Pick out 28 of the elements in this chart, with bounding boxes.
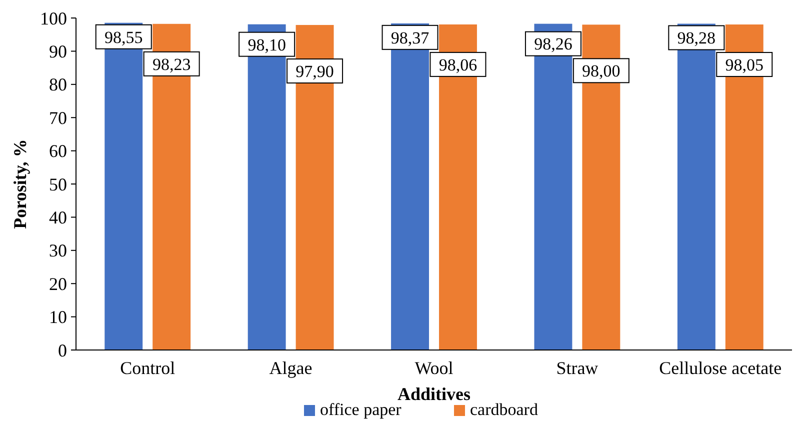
y-tick-label: 40 bbox=[49, 208, 67, 228]
data-label: 98,55 bbox=[104, 28, 143, 47]
data-label: 98,10 bbox=[248, 35, 286, 54]
data-label: 98,37 bbox=[390, 28, 430, 48]
data-label: 98,00 bbox=[582, 62, 620, 81]
y-tick-label: 30 bbox=[49, 240, 67, 261]
y-tick-label: 10 bbox=[49, 307, 67, 328]
x-tick-label: Wool bbox=[414, 358, 454, 378]
y-tick-label: 70 bbox=[49, 108, 67, 128]
y-tick-label: 60 bbox=[49, 141, 67, 162]
data-label: 97,90 bbox=[296, 62, 334, 81]
data-label: 98,06 bbox=[438, 55, 478, 74]
x-tick-label: Algae bbox=[269, 358, 312, 378]
data-label: 98,05 bbox=[725, 55, 764, 74]
x-tick-label: Control bbox=[120, 358, 176, 378]
x-tick-label: Straw bbox=[556, 358, 598, 378]
x-tick-label: Cellulose acetate bbox=[659, 358, 782, 378]
y-tick-label: 20 bbox=[49, 274, 67, 294]
y-axis-title: Porosity, % bbox=[10, 139, 30, 229]
y-tick-label: 50 bbox=[49, 174, 67, 194]
legend-label: cardboard bbox=[470, 400, 538, 419]
data-label: 98,23 bbox=[152, 54, 191, 74]
y-tick-label: 90 bbox=[49, 42, 67, 62]
data-label: 98,26 bbox=[534, 34, 572, 54]
data-label: 98,28 bbox=[677, 28, 716, 48]
y-tick-label: 0 bbox=[58, 340, 67, 360]
y-tick-label: 100 bbox=[40, 8, 67, 28]
y-tick-label: 80 bbox=[49, 74, 67, 95]
